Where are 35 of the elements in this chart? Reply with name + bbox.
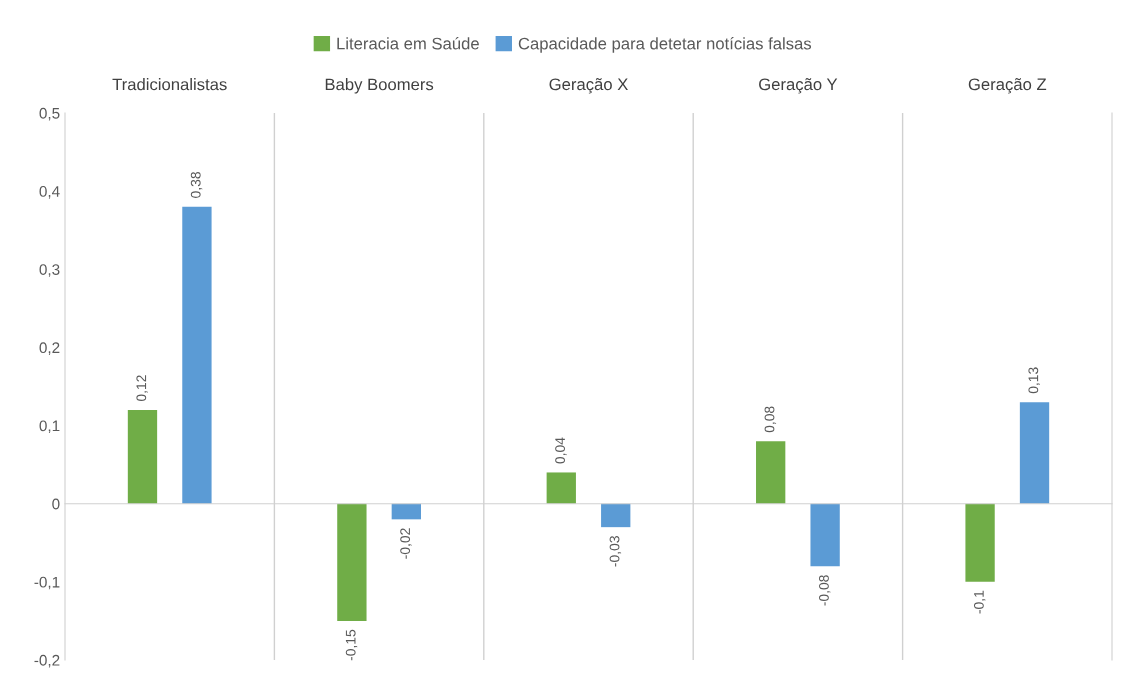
x-tick-label: Geração Y	[759, 78, 838, 94]
bar	[756, 441, 786, 504]
bar	[965, 503, 995, 582]
x-tick-label: Geração X	[549, 78, 628, 94]
bar	[182, 206, 212, 504]
bar	[546, 472, 576, 504]
x-tick-label: Tradicionalistas	[112, 78, 227, 91]
y-tick-label: -0,2	[34, 654, 60, 668]
y-tick-label: 0,4	[39, 186, 60, 199]
bar	[810, 503, 840, 567]
data-label: 0,08	[764, 406, 777, 433]
data-label: -0,02	[400, 528, 412, 559]
bar	[337, 503, 367, 621]
y-tick-label: 0	[52, 498, 60, 510]
legend-label: Capacidade para detetar notícias falsas	[518, 37, 812, 53]
legend-label: Literacia em Saúde	[337, 37, 479, 50]
x-tick-label: Baby Boomers	[325, 78, 434, 94]
bar	[601, 503, 631, 528]
y-tick-label: 0,3	[39, 264, 60, 277]
y-tick-label: 0,1	[39, 420, 60, 434]
y-tick-label: -0,1	[34, 576, 60, 590]
bar	[391, 503, 421, 520]
data-label: 0,04	[555, 437, 567, 464]
data-label: -0,03	[609, 536, 622, 567]
data-label: 0,13	[1028, 367, 1040, 394]
x-tick-label: Geração Z	[968, 78, 1047, 94]
data-label: 0,38	[190, 172, 203, 198]
data-label: -0,1	[973, 590, 986, 614]
data-label: 0,12	[136, 375, 148, 402]
bar	[127, 409, 158, 504]
data-label: -0,15	[345, 629, 358, 661]
y-tick-label: 0,2	[39, 342, 60, 355]
data-label: -0,08	[819, 575, 831, 606]
bar	[1019, 402, 1050, 504]
y-tick-label: 0,5	[39, 107, 60, 121]
